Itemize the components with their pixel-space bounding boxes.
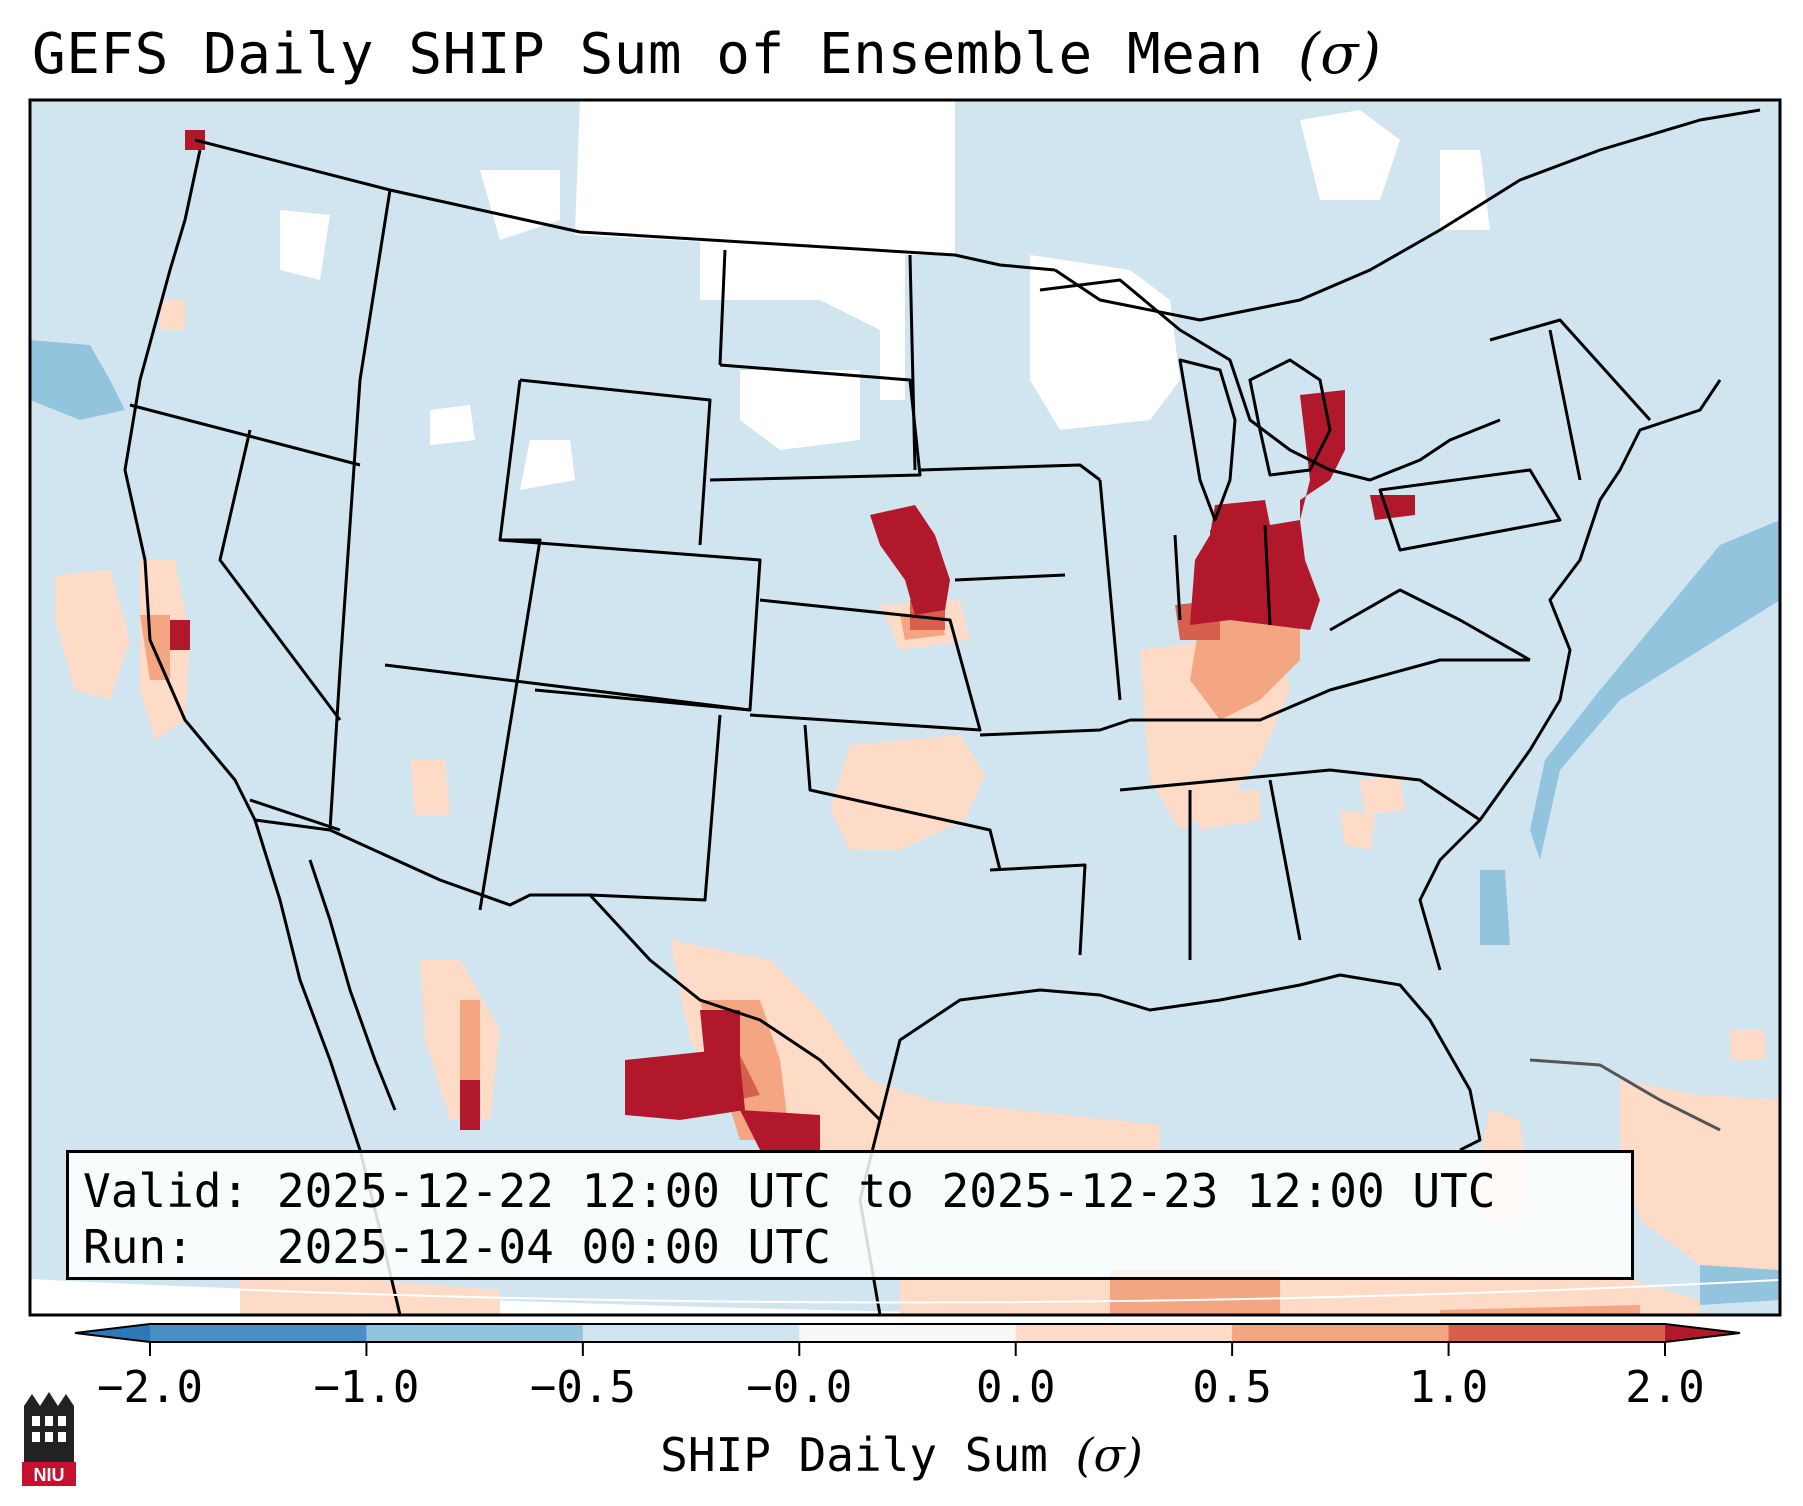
logo-text: NIU	[34, 1465, 65, 1485]
state-line-1	[328, 189, 392, 831]
state-line-2	[129, 403, 361, 467]
colorbar-over-triangle	[1665, 1324, 1740, 1342]
colorbar-bin	[1448, 1324, 1666, 1342]
colorbar-bin	[366, 1324, 584, 1342]
canada-east	[1054, 108, 1761, 322]
state-line-18	[989, 863, 1087, 956]
state-line-14	[803, 724, 1002, 871]
colorbar-title-text: SHIP Daily Sum	[660, 1428, 1048, 1482]
map-title: GEFS Daily SHIP Sum of Ensemble Mean (σ)	[32, 22, 1381, 87]
colorbar-tick-label: 2.0	[1625, 1362, 1705, 1413]
state-line-28	[1548, 329, 1582, 481]
colorbar-tick-label: 0.5	[1192, 1362, 1272, 1413]
state-line-25	[1263, 524, 1272, 626]
state-line-21	[1119, 768, 1481, 822]
lake-michigan	[1178, 358, 1237, 522]
colorbar-tick-label: −0.0	[746, 1362, 853, 1413]
map-title-unit: (σ)	[1297, 22, 1382, 87]
gulf-coast	[878, 973, 1482, 1152]
domain-edge	[30, 1279, 1780, 1304]
logo-spires	[24, 1392, 74, 1406]
colorbar	[74, 1323, 1741, 1356]
very-strong-positive-patches	[170, 130, 1415, 1150]
state-line-26	[1378, 468, 1562, 552]
map-frame	[28, 98, 1782, 1317]
great-lakes-region	[1039, 278, 1501, 482]
colorbar-tick-label: −2.0	[97, 1362, 203, 1413]
colorbar-bin	[1232, 1324, 1450, 1342]
map-panel	[30, 100, 1780, 1315]
state-line-15	[919, 463, 1101, 482]
us-west-coast	[123, 149, 257, 821]
state-line-10	[718, 249, 727, 366]
logo-banner	[22, 1462, 76, 1486]
colorbar-tick-label: 1.0	[1408, 1362, 1489, 1413]
colorbar-tick-label: 0.0	[975, 1362, 1056, 1413]
state-line-29	[1489, 318, 1652, 422]
valid-time-range: 2025-12-22 12:00 UTC to 2025-12-23 12:00…	[276, 1164, 1496, 1218]
niu-logo-icon: NIU	[22, 1392, 76, 1486]
state-line-17	[979, 718, 1131, 737]
cuba-outline	[1529, 1058, 1721, 1132]
state-line-4	[249, 798, 341, 832]
colorbar-tick-label: −0.5	[529, 1362, 636, 1413]
state-line-6	[499, 538, 762, 712]
colorbar-bin	[582, 1324, 800, 1342]
colorbar-under-triangle	[75, 1324, 150, 1342]
state-line-24	[1173, 534, 1182, 621]
state-line-5	[478, 379, 542, 911]
colorbar-bin	[1015, 1324, 1233, 1342]
atlantic-coast	[1418, 379, 1722, 971]
valid-run-info-box: Valid: 2025-12-22 12:00 UTC to 2025-12-2…	[66, 1150, 1634, 1280]
run-label: Run:	[83, 1220, 194, 1274]
colorbar-bin	[150, 1324, 367, 1342]
state-line-3	[218, 429, 342, 721]
near-zero-patches	[280, 100, 1490, 490]
state-line-11	[908, 254, 917, 471]
colorbar-tick-label: −1.0	[313, 1362, 420, 1413]
state-line-7	[384, 663, 751, 712]
state-line-16	[954, 573, 1066, 582]
state-line-20	[1130, 658, 1530, 722]
state-line-19	[1098, 479, 1122, 701]
colorbar-tick-labels: −2.0 −1.0 −0.5 −0.0 0.0 0.5 1.0 2.0	[0, 1362, 1803, 1422]
map-title-text: GEFS Daily SHIP Sum of Ensemble Mean	[32, 22, 1264, 87]
state-line-23	[1268, 779, 1302, 941]
us-canada-border	[194, 138, 1056, 272]
colorbar-title-unit: (σ)	[1075, 1428, 1143, 1482]
colorbar-bin	[799, 1324, 1017, 1342]
michigan-lower	[1248, 358, 1332, 477]
state-line-27	[1329, 588, 1531, 662]
valid-label: Valid:	[83, 1164, 250, 1218]
colorbar-title: SHIP Daily Sum (σ)	[0, 1428, 1803, 1482]
state-line-8	[519, 378, 712, 546]
state-line-12	[749, 598, 982, 732]
baja-peninsula	[308, 859, 397, 1111]
run-time: 2025-12-04 00:00 UTC	[276, 1220, 831, 1274]
boundary-lines	[123, 108, 1761, 1315]
state-line-13	[589, 714, 722, 902]
